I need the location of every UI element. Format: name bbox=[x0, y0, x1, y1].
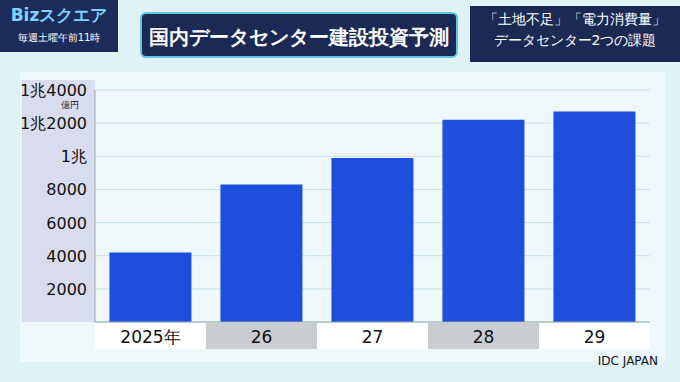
svg-text:27: 27 bbox=[362, 327, 384, 347]
svg-text:28: 28 bbox=[473, 327, 495, 347]
svg-text:29: 29 bbox=[584, 327, 606, 347]
svg-text:26: 26 bbox=[251, 327, 273, 347]
svg-text:8000: 8000 bbox=[46, 180, 87, 199]
html-text:国内データセンター建設投資予測: 国内データセンター建設投資予測 bbox=[149, 25, 449, 49]
svg-text:1兆: 1兆 bbox=[61, 147, 87, 166]
svg-text:4000: 4000 bbox=[46, 247, 87, 266]
html-text:「土地不足」「電力消費量」: 「土地不足」「電力消費量」 bbox=[484, 11, 666, 27]
svg-text:6000: 6000 bbox=[46, 214, 87, 233]
svg-text:億円: 億円 bbox=[61, 100, 79, 110]
svg-text:2025年: 2025年 bbox=[120, 327, 180, 347]
svg-text:2000: 2000 bbox=[46, 280, 87, 299]
html-text:Bizスクエア: Bizスクエア bbox=[10, 5, 108, 25]
svg-text:1兆2000: 1兆2000 bbox=[20, 114, 87, 133]
html-text:データセンター2つの課題: データセンター2つの課題 bbox=[493, 32, 657, 48]
svg-text:1兆4000: 1兆4000 bbox=[20, 81, 87, 100]
html-text:毎週土曜午前11時: 毎週土曜午前11時 bbox=[17, 32, 101, 43]
html-text:IDC JAPAN: IDC JAPAN bbox=[597, 354, 658, 368]
